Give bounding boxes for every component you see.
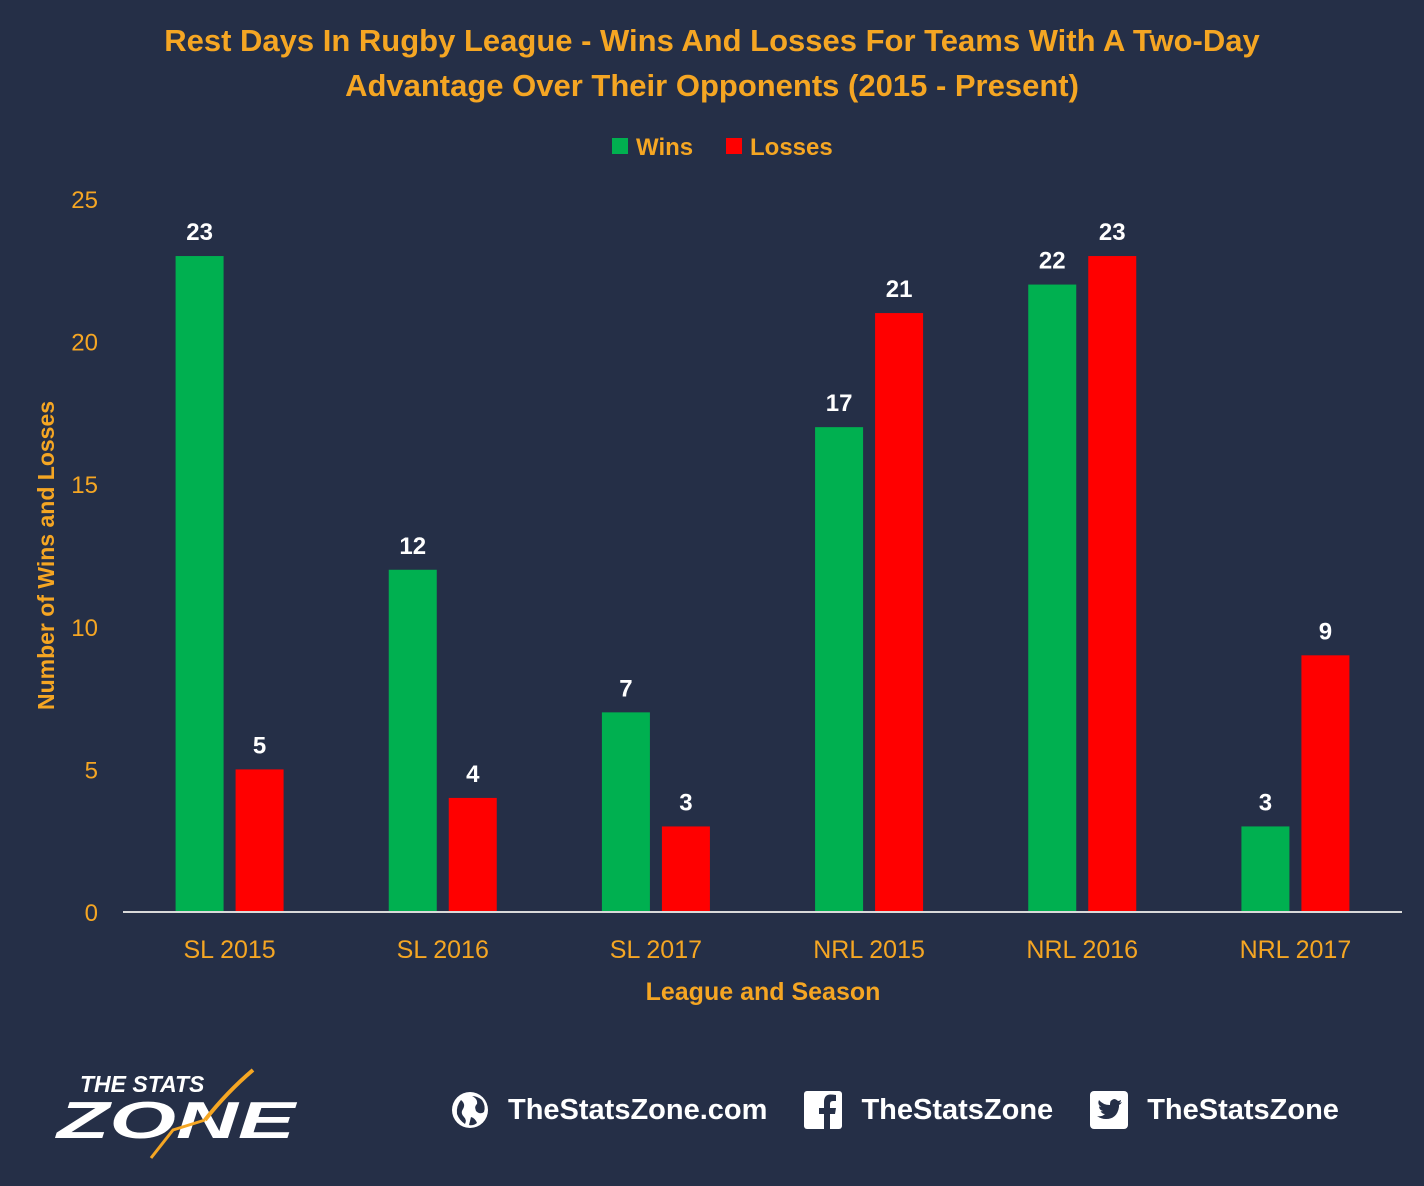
bar-wins bbox=[1028, 284, 1077, 912]
x-tick-label: NRL 2015 bbox=[813, 936, 925, 964]
stats-zone-logo: THE STATS ZONE bbox=[55, 1068, 297, 1159]
legend-label-wins: Wins bbox=[636, 134, 693, 161]
x-tick-label: NRL 2017 bbox=[1240, 936, 1352, 964]
facebook-link[interactable]: TheStatsZone bbox=[803, 1090, 1053, 1130]
x-tick-label: SL 2016 bbox=[397, 936, 489, 964]
website-text: TheStatsZone.com bbox=[508, 1093, 768, 1126]
data-label-wins: 3 bbox=[1259, 789, 1272, 816]
data-label-losses: 21 bbox=[886, 276, 913, 303]
data-label-losses: 5 bbox=[253, 732, 266, 759]
data-label-wins: 17 bbox=[826, 390, 853, 417]
bar-losses bbox=[875, 313, 924, 913]
chart-title: Rest Days In Rugby League - Wins And Los… bbox=[0, 18, 1424, 108]
y-tick-label: 20 bbox=[71, 330, 98, 357]
legend-label-losses: Losses bbox=[750, 134, 833, 161]
data-label-losses: 3 bbox=[679, 789, 692, 816]
bar-wins bbox=[815, 427, 864, 912]
legend-swatch-wins bbox=[612, 138, 628, 154]
twitter-icon bbox=[1090, 1091, 1129, 1129]
logo-text-main: ZONE bbox=[55, 1092, 297, 1150]
globe-icon bbox=[452, 1092, 488, 1128]
x-tick-label: SL 2017 bbox=[610, 936, 702, 964]
data-label-losses: 4 bbox=[466, 761, 480, 788]
social-links: TheStatsZone.com TheStatsZone TheStatsZo… bbox=[450, 1088, 1339, 1132]
x-axis-label: League and Season bbox=[646, 978, 881, 1006]
bar-chart: Wins Losses 0 5 10 15 20 25 Number of Wins and L… bbox=[33, 134, 1402, 1006]
chart-title-line-2: Advantage Over Their Opponents (2015 - P… bbox=[345, 68, 1079, 103]
chart-title-line-1: Rest Days In Rugby League - Wins And Los… bbox=[164, 23, 1260, 58]
twitter-link[interactable]: TheStatsZone bbox=[1089, 1090, 1339, 1130]
bar-losses bbox=[1301, 655, 1350, 912]
bar-wins bbox=[601, 712, 650, 912]
facebook-text: TheStatsZone bbox=[861, 1093, 1054, 1126]
data-label-wins: 23 bbox=[186, 219, 213, 246]
data-label-wins: 7 bbox=[619, 675, 632, 702]
y-tick-label: 5 bbox=[85, 757, 98, 784]
data-label-losses: 9 bbox=[1319, 618, 1332, 645]
data-label-wins: 12 bbox=[399, 533, 426, 560]
bar-wins bbox=[1241, 826, 1290, 912]
x-tick-label: SL 2015 bbox=[183, 936, 275, 964]
logo-text-top: THE STATS bbox=[80, 1071, 205, 1097]
website-link[interactable]: TheStatsZone.com bbox=[450, 1090, 767, 1130]
bar-wins bbox=[388, 569, 437, 912]
bar-losses bbox=[1088, 256, 1137, 912]
twitter-text: TheStatsZone bbox=[1147, 1093, 1339, 1126]
bar-losses bbox=[661, 826, 710, 912]
bar-losses bbox=[448, 797, 497, 912]
y-tick-label: 25 bbox=[71, 187, 98, 214]
facebook-icon bbox=[804, 1091, 843, 1129]
logo-slash-icon bbox=[149, 1118, 206, 1159]
data-label-wins: 22 bbox=[1039, 248, 1066, 275]
logo-swoosh-icon bbox=[203, 1068, 255, 1122]
bar-losses bbox=[235, 769, 284, 912]
y-tick-label: 0 bbox=[85, 900, 98, 927]
bar-wins bbox=[175, 256, 224, 912]
y-tick-label: 10 bbox=[71, 615, 98, 642]
legend-swatch-losses bbox=[726, 138, 742, 154]
data-label-losses: 23 bbox=[1099, 219, 1126, 246]
y-axis-label: Number of Wins and Losses bbox=[33, 401, 59, 710]
x-tick-label: NRL 2016 bbox=[1026, 936, 1138, 964]
y-tick-label: 15 bbox=[71, 472, 98, 499]
